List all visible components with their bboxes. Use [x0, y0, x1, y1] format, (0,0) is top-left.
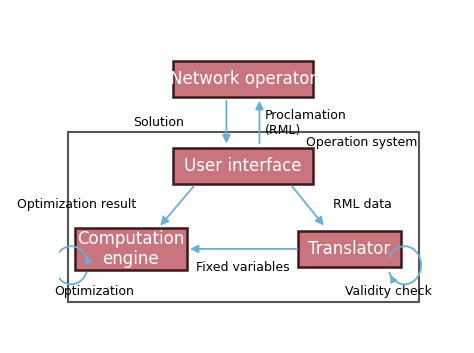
Bar: [173, 61, 313, 97]
Bar: [173, 148, 313, 184]
Text: RML data: RML data: [333, 198, 392, 211]
Text: Fixed variables: Fixed variables: [196, 261, 290, 274]
Text: Validity check: Validity check: [345, 285, 431, 298]
Text: Network operator: Network operator: [170, 70, 316, 88]
Text: Computation
engine: Computation engine: [77, 229, 184, 268]
Bar: [298, 231, 401, 267]
Text: Proclamation
(RML): Proclamation (RML): [265, 108, 346, 137]
Text: Optimization result: Optimization result: [17, 198, 137, 211]
Text: Operation system: Operation system: [306, 136, 418, 149]
Text: User interface: User interface: [184, 157, 301, 175]
Bar: [75, 228, 187, 270]
Text: Optimization: Optimization: [54, 285, 134, 298]
Text: Solution: Solution: [133, 116, 184, 129]
Text: Translator: Translator: [308, 240, 391, 258]
Bar: [68, 132, 419, 302]
